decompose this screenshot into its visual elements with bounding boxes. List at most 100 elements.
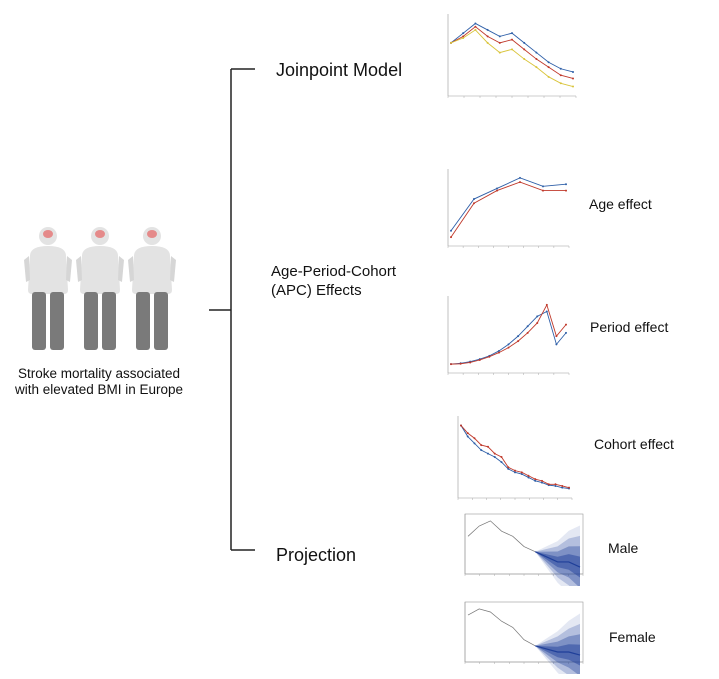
data-point (517, 335, 520, 338)
data-point (497, 349, 500, 352)
data-point (466, 432, 469, 435)
data-point (527, 476, 530, 479)
data-point (535, 58, 538, 61)
data-point (555, 335, 558, 338)
data-point (572, 85, 574, 88)
cohort-effect-label: Cohort effect (594, 436, 674, 452)
data-point (488, 355, 491, 358)
data-point (542, 185, 544, 188)
brain-icon (43, 230, 53, 238)
projection-line (534, 551, 581, 568)
data-point (487, 452, 489, 455)
data-point (559, 82, 562, 85)
data-point (496, 189, 498, 192)
age-effect-chart (447, 169, 570, 248)
data-point (462, 32, 465, 35)
series-line (460, 425, 570, 489)
data-point (498, 35, 501, 38)
data-point (554, 483, 557, 486)
history-line (467, 520, 536, 553)
series-line (450, 310, 567, 365)
data-point (535, 66, 538, 69)
projection-label: Projection (276, 545, 357, 565)
data-point (493, 456, 496, 458)
people-illustration (24, 227, 176, 350)
series-line (450, 29, 574, 87)
data-point (486, 41, 489, 44)
data-point (487, 445, 489, 448)
data-point (496, 187, 498, 190)
data-point (520, 471, 523, 474)
series-line (460, 425, 570, 489)
data-point (507, 467, 510, 470)
data-point (473, 202, 475, 205)
data-point (547, 66, 550, 69)
data-point (526, 331, 529, 334)
data-point (572, 70, 574, 73)
brain-icon (95, 230, 105, 238)
data-point (541, 481, 543, 484)
data-point (542, 189, 544, 192)
data-point (507, 343, 510, 346)
data-point (493, 452, 496, 455)
data-point (514, 469, 516, 472)
data-point (545, 303, 548, 306)
data-point (507, 466, 510, 469)
joinpoint-label: Joinpoint Model (276, 60, 403, 80)
projection-band (535, 525, 580, 586)
projection-band (535, 634, 580, 674)
projection-band (535, 613, 580, 674)
data-point (486, 35, 489, 38)
data-point (500, 456, 503, 458)
person-figure-icon (76, 227, 124, 350)
data-point (498, 41, 501, 44)
apc-label-line-1: Age-Period-Cohort (271, 263, 397, 280)
period-effect-chart (447, 296, 570, 375)
data-point (572, 77, 574, 80)
apc-label-line-2: (APC) Effects (271, 282, 362, 299)
projection-band (535, 535, 580, 586)
data-point (523, 41, 526, 44)
projection-band (535, 623, 580, 674)
data-point (459, 362, 462, 365)
data-point (547, 75, 550, 78)
data-point (460, 424, 462, 427)
data-point (511, 32, 513, 35)
data-point (469, 361, 472, 364)
data-point (498, 51, 501, 54)
person-figure-icon (24, 227, 72, 350)
figure-caption: Stroke mortality associated with elevate… (0, 366, 198, 398)
data-point (545, 310, 548, 313)
cohort-effect-chart (457, 416, 573, 500)
data-point (523, 58, 526, 61)
data-point (554, 484, 557, 487)
data-point (568, 486, 570, 489)
data-point (559, 74, 562, 77)
data-point (565, 183, 567, 186)
data-point (517, 340, 520, 343)
data-point (462, 37, 465, 40)
data-point (535, 51, 538, 54)
data-point (555, 343, 558, 346)
period-effect-label: Period effect (590, 319, 669, 335)
data-point (565, 323, 567, 326)
data-point (474, 22, 477, 25)
data-point (497, 351, 500, 354)
data-point (559, 67, 562, 70)
female-projection-chart (464, 601, 584, 674)
data-point (500, 461, 503, 464)
data-point (547, 483, 550, 486)
data-point (486, 28, 489, 31)
data-point (462, 35, 465, 38)
data-point (473, 437, 476, 440)
joinpoint-chart (447, 14, 577, 98)
data-point (473, 442, 476, 445)
data-point (526, 325, 529, 328)
data-point (511, 48, 513, 51)
data-point (519, 181, 521, 184)
male-label: Male (608, 540, 639, 556)
data-point (474, 25, 477, 28)
series-line (450, 303, 567, 365)
data-point (480, 449, 483, 452)
data-point (450, 236, 452, 239)
